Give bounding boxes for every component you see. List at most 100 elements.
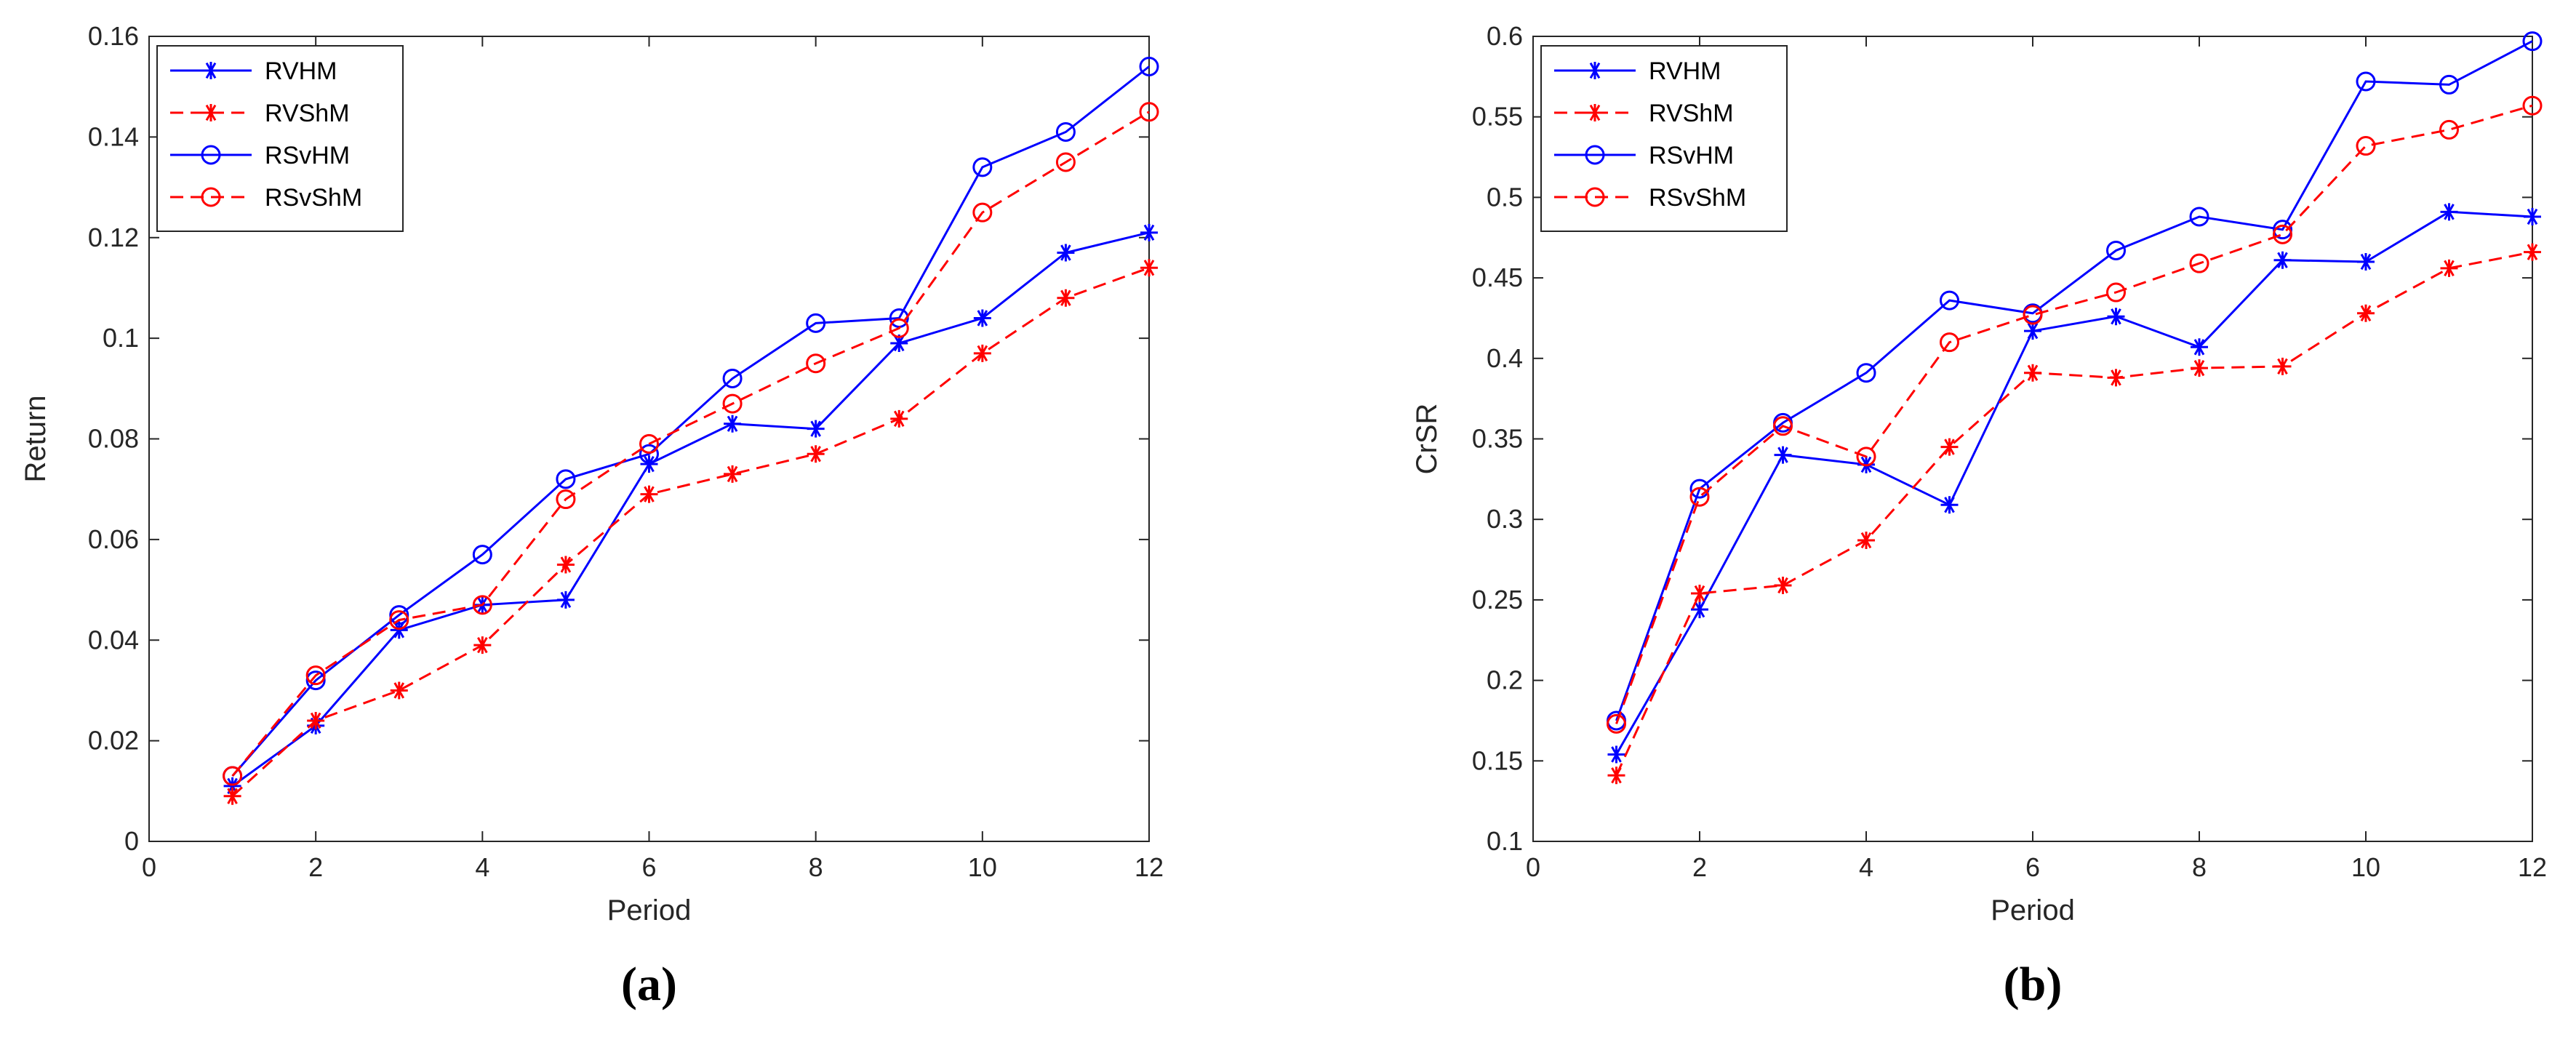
data-point-rvhm-shape [1057,244,1075,262]
x-tick-label: 6 [2025,852,2040,882]
y-tick-label: 0.5 [1487,182,1523,212]
data-point-rsvshm [2356,136,2376,156]
data-point-rsvshm-shape [1689,487,1710,507]
x-tick-label: 2 [1692,852,1707,882]
data-point-rsvhm-shape [1940,290,1959,311]
data-point-rvhm [1057,244,1075,262]
y-tick-label: 0.16 [88,21,139,51]
data-point-rsvshm-shape [472,595,492,615]
legend-marker-rsvshm-shape [201,187,221,207]
series-rsvshm [1607,95,2543,734]
x-tick-label: 2 [308,852,323,882]
data-point-rsvhm-shape [2522,31,2543,52]
y-tick-label: 0.02 [88,726,139,756]
data-point-rsvshm [2106,282,2126,303]
x-tick-label: 0 [142,852,156,882]
data-point-rsvshm-shape [2106,282,2126,303]
legend-marker-rvshm [202,104,220,121]
data-point-rsvshm [2189,253,2209,273]
chart-panel-a: 0 2 4 6 8 10 12 0 0.02 0.04 0.06 0.08 0.1 0.12 0.14 0.1… [20,21,1164,1011]
series-rsvshm [223,102,1159,786]
data-point-rvshm [1140,259,1158,277]
data-point-rvhm-shape [973,309,991,327]
legend-box [1540,45,1788,232]
y-axis-title: CrSR [1411,404,1443,475]
data-point-rvshm [1774,576,1792,594]
data-point-rvhm [223,777,241,795]
data-point-rvhm [2024,322,2041,340]
data-point-rvhm [1774,446,1792,464]
data-point-rvhm-shape [2191,338,2208,356]
data-point-rsvshm-shape [1139,102,1159,122]
data-point-rvhm [2357,252,2375,271]
data-point-rsvshm [1607,713,1626,734]
data-point-rvshm-shape [890,409,908,428]
x-tick-label: 8 [2192,852,2207,882]
data-point-rsvshm-shape [639,433,659,454]
data-point-rsvhm [2356,71,2376,92]
data-point-rsvhm-shape [556,469,576,489]
y-tick-label: 0.06 [88,524,139,554]
y-tick-label: 0.1 [103,323,139,353]
y-tick-label: 0.3 [1487,504,1523,534]
y-tick-label: 0.1 [1487,826,1523,856]
data-point-rvshm-shape [1057,289,1075,307]
x-tick-label: 10 [968,852,997,882]
y-tick-label: 0.14 [88,121,139,151]
data-point-rvhm-shape [1774,446,1792,464]
y-tick-label: 0.12 [88,223,139,252]
data-point-rsvshm-shape [556,489,576,510]
data-point-rvshm [2191,359,2208,377]
data-point-rsvhm-shape [2356,71,2376,92]
data-point-rsvhm-shape [2273,220,2292,240]
x-tick-label: 8 [809,852,823,882]
data-point-rvhm-shape [2107,308,2125,326]
data-point-rvhm-shape [2024,322,2041,340]
y-tick-label: 0.25 [1472,585,1523,614]
data-point-rsvhm [972,157,993,177]
data-point-rvhm [2191,338,2208,356]
data-point-rsvhm [2522,31,2543,52]
data-point-rsvhm-shape [2189,207,2209,227]
data-point-rsvshm [889,318,909,338]
legend-marker-rvshm-shape [202,104,220,121]
data-point-rvshm-shape [2524,243,2541,261]
data-point-rsvshm-shape [2189,253,2209,273]
x-axis-title: Period [1991,894,2075,926]
legend-label-rvhm: RVHM [265,57,337,85]
data-point-rvshm [2273,357,2292,375]
data-point-rsvshm [2023,305,2043,325]
data-point-rsvhm [2273,220,2292,240]
data-point-rvshm-shape [2273,357,2292,375]
data-point-rsvhm [472,545,492,565]
data-point-rsvshm [2273,224,2292,244]
legend-marker-rvshm-shape [1586,104,1604,121]
legend-label-rsvshm: RSvShM [265,184,362,212]
data-point-rvshm-shape [1857,531,1875,549]
data-point-rsvhm [722,368,743,388]
data-point-rsvshm-shape [389,610,409,630]
legend-label-rsvhm: RSvHM [265,142,350,169]
data-point-rvhm-shape [2440,203,2458,221]
legend: RVHM RVShM RSvHM RSvShM [1540,45,1788,232]
data-point-rsvshm-shape [806,353,826,374]
data-point-rvhm [1607,745,1625,764]
legend-marker-rvhm [1586,62,1604,79]
x-tick-label: 12 [1135,852,1164,882]
data-point-rvshm [1607,766,1625,785]
data-point-rsvhm [2439,74,2459,95]
y-tick-label: 0.04 [88,625,139,654]
y-axis-title: Return [20,395,52,482]
data-point-rvshm [556,556,575,574]
data-point-rvhm [807,420,825,438]
series-line-rvshm [231,266,1150,797]
y-tick-label: 0 [124,826,139,856]
data-point-rvhm-shape [2357,252,2375,271]
data-point-rsvhm-shape [1055,121,1076,142]
series-rvshm [223,259,1158,805]
x-tick-label: 4 [1859,852,1873,882]
series-rvhm [223,223,1158,795]
y-tick-label: 0.35 [1472,424,1523,454]
data-point-rsvhm [1940,290,1959,311]
data-point-rsvshm [639,433,659,454]
